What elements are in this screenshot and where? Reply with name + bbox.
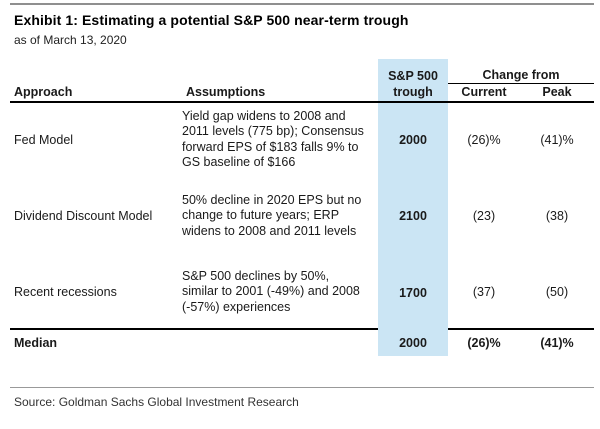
column-header-change-from: Change from bbox=[448, 59, 594, 84]
column-header-peak: Peak bbox=[520, 83, 594, 103]
current-change-cell: (23) bbox=[472, 209, 496, 223]
exhibit-subtitle: as of March 13, 2020 bbox=[14, 33, 127, 47]
median-trough-cell: 2000 bbox=[378, 329, 448, 356]
assumptions-cell: 50% decline in 2020 EPS but no change to… bbox=[182, 192, 362, 238]
peak-change-cell: (38) bbox=[545, 209, 569, 223]
approach-cell: Recent recessions bbox=[14, 285, 117, 299]
column-header-approach: Approach bbox=[10, 83, 182, 103]
header-row-top: S&P 500 Change from bbox=[10, 59, 594, 84]
source-divider bbox=[10, 387, 594, 388]
trough-cell: 2100 bbox=[378, 176, 448, 256]
current-change-cell: (37) bbox=[472, 285, 496, 299]
column-header-assumptions: Assumptions bbox=[182, 83, 378, 103]
table-row: Dividend Discount Model 50% decline in 2… bbox=[10, 176, 594, 256]
header-spacer bbox=[182, 59, 378, 83]
current-change-cell: (26)% bbox=[467, 132, 501, 147]
table-row: Fed Model Yield gap widens to 2008 and 2… bbox=[10, 102, 594, 176]
header-spacer bbox=[10, 59, 182, 83]
header-row-bottom: Approach Assumptions trough Current Peak bbox=[10, 83, 594, 103]
exhibit-title: Exhibit 1: Estimating a potential S&P 50… bbox=[14, 12, 409, 28]
table-row: Recent recessions S&P 500 declines by 50… bbox=[10, 256, 594, 329]
assumptions-cell: S&P 500 declines by 50%, similar to 2001… bbox=[182, 268, 360, 314]
estimates-table: S&P 500 Change from Approach Assumptions… bbox=[10, 59, 594, 356]
column-header-current: Current bbox=[448, 83, 520, 103]
trough-cell: 2000 bbox=[378, 102, 448, 176]
source-attribution: Source: Goldman Sachs Global Investment … bbox=[14, 395, 299, 409]
peak-change-cell: (41)% bbox=[540, 132, 574, 147]
top-divider bbox=[10, 3, 594, 5]
column-header-trough-line1: S&P 500 bbox=[378, 59, 448, 83]
column-header-trough-line2: trough bbox=[378, 83, 448, 103]
assumptions-cell: Yield gap widens to 2008 and 2011 levels… bbox=[182, 108, 364, 170]
trough-cell: 1700 bbox=[378, 256, 448, 329]
median-current-cell: (26)% bbox=[448, 328, 520, 356]
approach-cell: Fed Model bbox=[14, 132, 74, 147]
median-label: Median bbox=[10, 328, 182, 356]
median-row: Median 2000 (26)% (41)% bbox=[10, 328, 594, 356]
median-peak-cell: (41)% bbox=[520, 328, 594, 356]
approach-cell: Dividend Discount Model bbox=[14, 209, 153, 223]
peak-change-cell: (50) bbox=[545, 285, 569, 299]
median-spacer bbox=[182, 328, 378, 356]
